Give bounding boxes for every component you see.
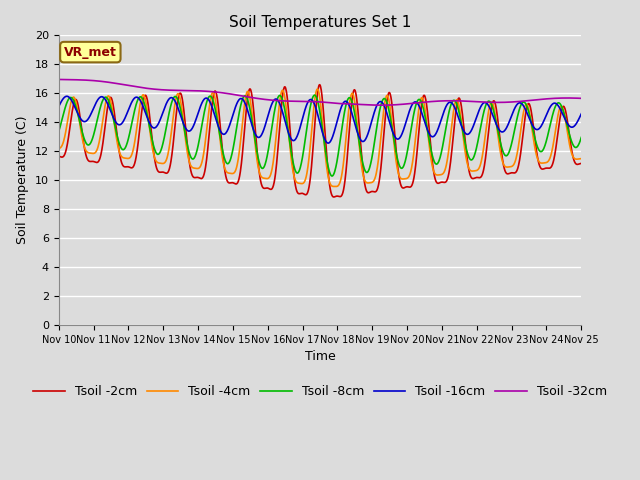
Y-axis label: Soil Temperature (C): Soil Temperature (C) <box>16 116 29 244</box>
Tsoil -4cm <box>577 156 585 161</box>
Tsoil -4cm <box>314 86 321 92</box>
Tsoil -32cm <box>95 78 103 84</box>
Tsoil -4cm <box>332 183 339 189</box>
Tsoil -16cm <box>277 104 285 109</box>
Tsoil -16cm <box>117 121 125 127</box>
Tsoil -2cm <box>287 142 295 148</box>
Tsoil -32cm <box>297 98 305 104</box>
Tsoil -32cm <box>287 98 295 104</box>
Title: Soil Temperatures Set 1: Soil Temperatures Set 1 <box>229 15 411 30</box>
Tsoil -8cm <box>311 92 319 98</box>
Tsoil -16cm <box>324 140 332 146</box>
Tsoil -32cm <box>116 81 124 87</box>
Line: Tsoil -32cm: Tsoil -32cm <box>59 80 581 105</box>
Tsoil -16cm <box>95 95 103 101</box>
Line: Tsoil -8cm: Tsoil -8cm <box>59 95 581 176</box>
Tsoil -2cm <box>55 153 63 159</box>
Tsoil -2cm <box>95 157 103 163</box>
Legend: Tsoil -2cm, Tsoil -4cm, Tsoil -8cm, Tsoil -16cm, Tsoil -32cm: Tsoil -2cm, Tsoil -4cm, Tsoil -8cm, Tsoi… <box>28 380 612 403</box>
Tsoil -8cm <box>577 134 585 140</box>
Tsoil -8cm <box>328 173 336 179</box>
Tsoil -8cm <box>95 109 103 115</box>
Tsoil -4cm <box>55 145 63 151</box>
Tsoil -8cm <box>353 123 360 129</box>
Tsoil -2cm <box>330 194 338 200</box>
Tsoil -16cm <box>353 128 360 133</box>
Tsoil -2cm <box>276 114 284 120</box>
Tsoil -32cm <box>378 102 385 108</box>
Tsoil -2cm <box>316 82 323 87</box>
Tsoil -2cm <box>297 191 305 196</box>
Tsoil -8cm <box>276 93 284 98</box>
Tsoil -4cm <box>95 140 103 145</box>
Text: VR_met: VR_met <box>64 46 116 59</box>
Line: Tsoil -16cm: Tsoil -16cm <box>59 96 581 143</box>
Tsoil -2cm <box>353 97 360 103</box>
Tsoil -32cm <box>276 98 284 104</box>
Tsoil -8cm <box>55 129 63 134</box>
Tsoil -16cm <box>297 121 305 127</box>
X-axis label: Time: Time <box>305 350 335 363</box>
Tsoil -4cm <box>287 156 295 162</box>
Tsoil -8cm <box>297 163 305 169</box>
Tsoil -2cm <box>577 160 585 166</box>
Tsoil -4cm <box>297 180 305 186</box>
Tsoil -32cm <box>352 101 360 107</box>
Tsoil -16cm <box>55 104 63 109</box>
Tsoil -8cm <box>287 149 295 155</box>
Tsoil -32cm <box>577 96 585 101</box>
Tsoil -8cm <box>116 144 124 149</box>
Tsoil -16cm <box>577 111 585 117</box>
Tsoil -16cm <box>288 137 296 143</box>
Tsoil -2cm <box>116 155 124 161</box>
Tsoil -4cm <box>353 117 360 123</box>
Tsoil -32cm <box>55 77 63 83</box>
Tsoil -16cm <box>63 94 70 99</box>
Tsoil -4cm <box>276 94 284 99</box>
Line: Tsoil -2cm: Tsoil -2cm <box>59 84 581 197</box>
Line: Tsoil -4cm: Tsoil -4cm <box>59 89 581 186</box>
Tsoil -4cm <box>116 152 124 157</box>
